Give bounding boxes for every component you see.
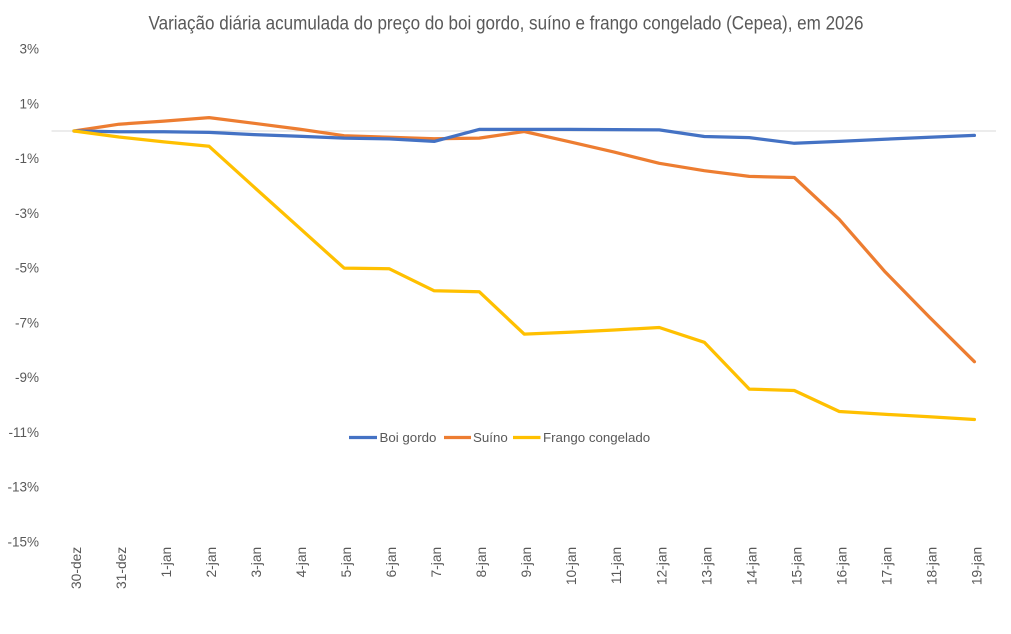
svg-text:19-jan: 19-jan [969, 547, 984, 585]
svg-text:5-jan: 5-jan [339, 547, 354, 578]
svg-text:Suíno: Suíno [473, 430, 508, 445]
svg-text:-9%: -9% [15, 370, 39, 385]
svg-text:Boi gordo: Boi gordo [380, 430, 437, 445]
svg-text:18-jan: 18-jan [924, 547, 939, 585]
svg-text:3%: 3% [19, 42, 39, 57]
svg-text:-5%: -5% [15, 261, 39, 276]
svg-text:14-jan: 14-jan [744, 547, 759, 585]
svg-text:-15%: -15% [7, 534, 39, 549]
svg-text:15-jan: 15-jan [789, 547, 804, 585]
svg-text:-11%: -11% [8, 425, 39, 440]
svg-text:12-jan: 12-jan [654, 547, 669, 585]
svg-text:1-jan: 1-jan [159, 547, 174, 578]
svg-text:7-jan: 7-jan [429, 547, 444, 578]
svg-text:-13%: -13% [7, 480, 39, 495]
svg-text:1%: 1% [19, 96, 39, 111]
svg-text:Frango congelado: Frango congelado [543, 430, 650, 445]
svg-text:13-jan: 13-jan [699, 547, 714, 585]
svg-text:-1%: -1% [15, 151, 39, 166]
svg-text:-7%: -7% [15, 315, 39, 330]
svg-text:17-jan: 17-jan [879, 547, 894, 585]
svg-text:8-jan: 8-jan [474, 547, 489, 578]
svg-text:2-jan: 2-jan [204, 547, 219, 578]
svg-text:30-dez: 30-dez [69, 547, 84, 589]
svg-text:16-jan: 16-jan [834, 547, 849, 585]
svg-text:9-jan: 9-jan [519, 547, 534, 578]
svg-text:4-jan: 4-jan [294, 547, 309, 578]
svg-text:-3%: -3% [15, 206, 39, 221]
svg-text:Variação diária acumulada do p: Variação diária acumulada do preço do bo… [149, 13, 864, 34]
svg-text:3-jan: 3-jan [249, 547, 264, 578]
svg-text:31-dez: 31-dez [114, 547, 129, 589]
svg-text:6-jan: 6-jan [384, 547, 399, 578]
svg-text:11-jan: 11-jan [609, 547, 624, 584]
svg-text:10-jan: 10-jan [564, 547, 579, 585]
